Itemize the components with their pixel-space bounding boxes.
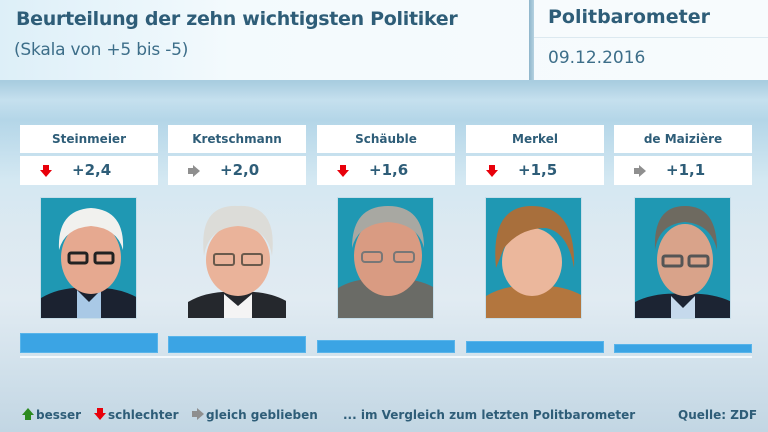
brand-label: Politbarometer: [548, 6, 710, 28]
politician-score-kretschmann: +2,0: [168, 156, 306, 185]
legend-better-label: besser: [36, 408, 82, 422]
header-divider: [529, 0, 534, 80]
politician-name-schaeuble: Schäuble: [317, 125, 455, 153]
score-bar-merkel: [466, 341, 604, 353]
portrait-merkel: [485, 197, 582, 319]
portrait-kretschmann: [187, 197, 287, 319]
brand-box: [534, 0, 768, 38]
comparison-note: ... im Vergleich zum letzten Politbarome…: [343, 408, 636, 422]
arrow-up-icon: [22, 408, 34, 420]
legend-better: besser: [22, 408, 81, 422]
portrait-steinmeier: [40, 197, 137, 319]
score-bar-schaeuble: [317, 340, 455, 353]
politician-name-kretschmann: Kretschmann: [168, 125, 306, 153]
politician-name-steinmeier: Steinmeier: [20, 125, 158, 153]
politician-score-steinmeier: +2,4: [20, 156, 158, 185]
arrow-down-icon: [40, 165, 52, 177]
legend-worse-label: schlechter: [108, 408, 179, 422]
score-bar-kretschmann: [168, 336, 306, 353]
portrait-schaeuble: [337, 197, 434, 319]
chart-title: Beurteilung der zehn wichtigsten Politik…: [16, 8, 458, 30]
arrow-right-icon: [188, 165, 200, 177]
arrow-down-icon: [337, 165, 349, 177]
score-value: +1,5: [518, 161, 558, 179]
chart-baseline: [20, 356, 752, 358]
legend-same-label: gleich geblieben: [206, 408, 318, 422]
score-value: +1,6: [369, 161, 409, 179]
chart-subtitle: (Skala von +5 bis -5): [14, 40, 189, 60]
politician-score-schaeuble: +1,6: [317, 156, 455, 185]
source-label: Quelle: ZDF: [678, 408, 758, 422]
politician-score-demaiziere: +1,1: [614, 156, 752, 185]
arrow-right-icon: [192, 408, 204, 420]
politician-name-demaiziere: de Maizière: [614, 125, 752, 153]
score-value: +1,1: [666, 161, 706, 179]
politician-score-merkel: +1,5: [466, 156, 604, 185]
legend-worse: schlechter: [94, 408, 179, 422]
date-label: 09.12.2016: [548, 48, 646, 68]
score-value: +2,0: [220, 161, 260, 179]
arrow-right-icon: [634, 165, 646, 177]
politician-name-merkel: Merkel: [466, 125, 604, 153]
arrow-down-icon: [94, 408, 106, 420]
arrow-down-icon: [486, 165, 498, 177]
portrait-demaiziere: [634, 197, 731, 319]
score-bar-steinmeier: [20, 333, 158, 353]
legend-same: gleich geblieben: [192, 408, 318, 422]
score-value: +2,4: [72, 161, 112, 179]
score-bar-demaiziere: [614, 344, 752, 353]
